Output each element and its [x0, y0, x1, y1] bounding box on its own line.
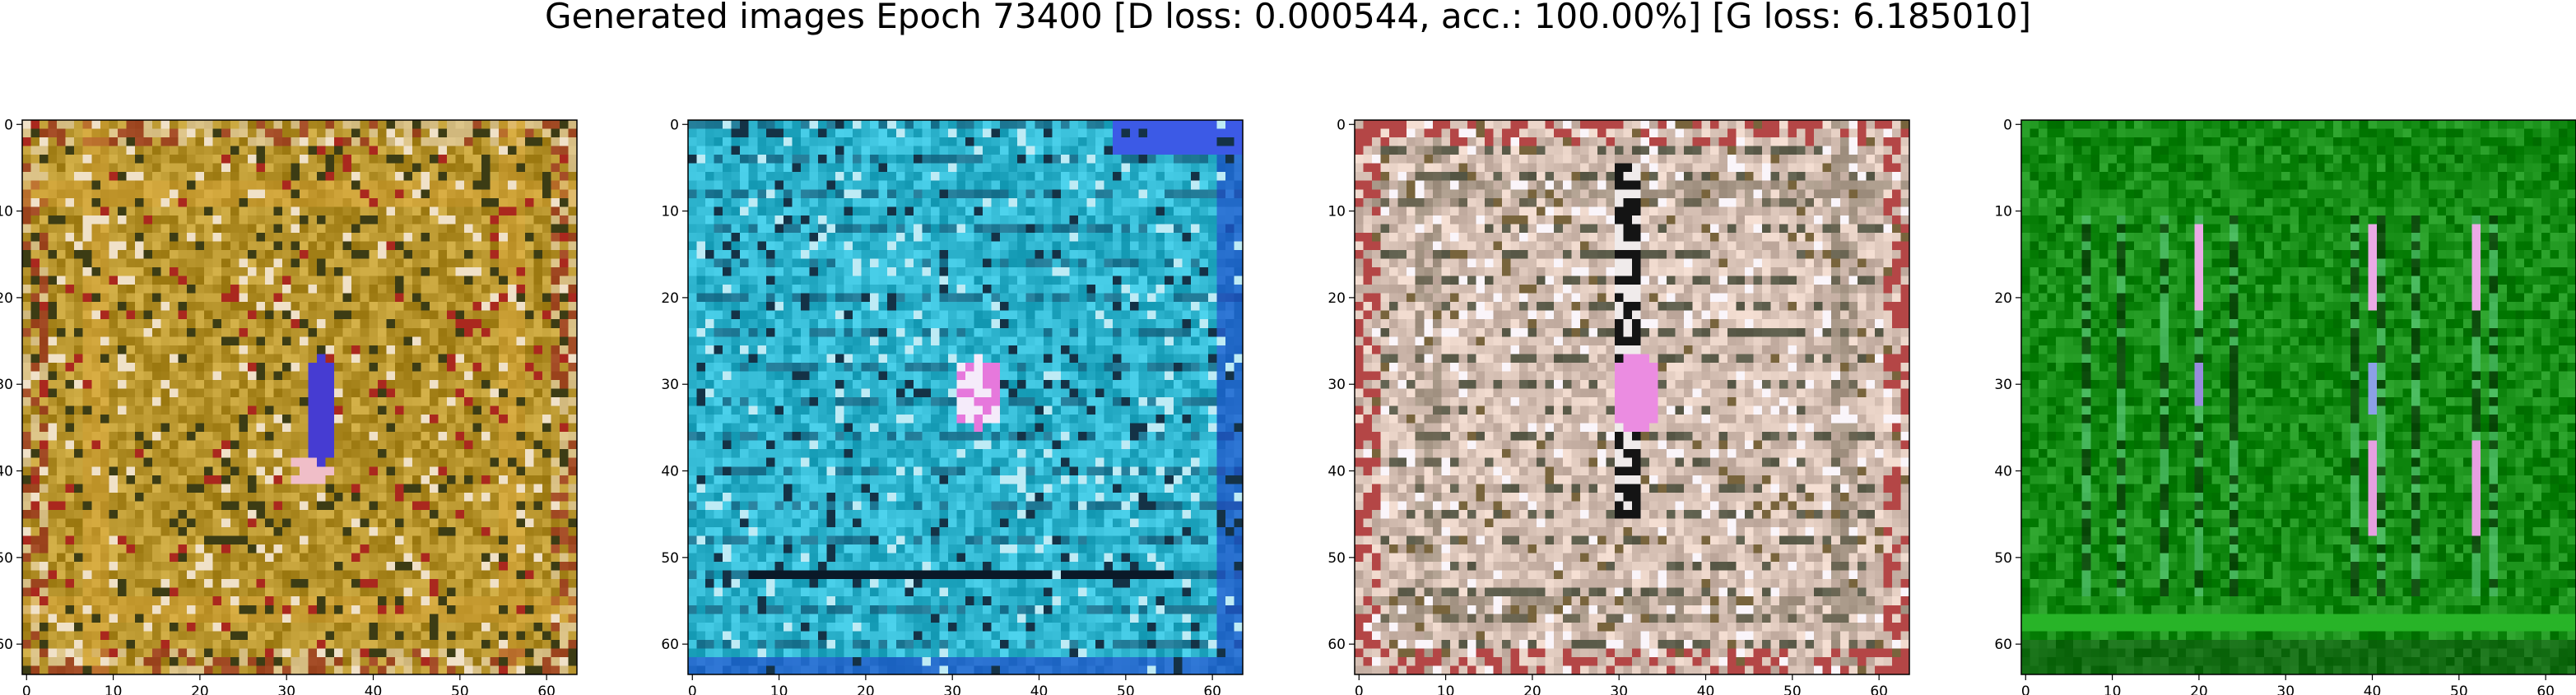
axes-frame — [687, 119, 1244, 675]
x-tick-label: 10 — [1437, 683, 1455, 695]
y-tick-label: 20 — [1994, 290, 2012, 307]
x-tick-label: 20 — [2190, 683, 2208, 695]
axes-frame — [2020, 119, 2576, 675]
x-tick-label: 50 — [1783, 683, 1802, 695]
y-tick-label: 30 — [1328, 377, 1346, 393]
axes-frame — [21, 119, 578, 675]
y-tick-label: 30 — [0, 377, 13, 393]
y-tick-label: 30 — [661, 377, 679, 393]
generated-image-4 — [2021, 120, 2576, 675]
image-panel-4: 0 10 20 30 40 50 60 0 10 20 30 40 50 60 — [1994, 117, 2576, 695]
x-tick-label: 30 — [277, 683, 295, 695]
x-tick-label: 10 — [105, 683, 123, 695]
x-tick-label: 30 — [943, 683, 961, 695]
x-tick-label: 10 — [770, 683, 788, 695]
x-tick-label: 40 — [1697, 683, 1715, 695]
y-tick-label: 20 — [1328, 290, 1346, 307]
y-tick-label: 50 — [1994, 550, 2012, 567]
x-tick-label: 0 — [688, 683, 697, 695]
x-tick-label: 40 — [2364, 683, 2382, 695]
generated-image-2 — [688, 120, 1244, 675]
y-tick-label: 40 — [661, 464, 679, 480]
y-tick-label: 50 — [0, 550, 13, 567]
x-tick-label: 60 — [537, 683, 556, 695]
y-tick-label: 20 — [0, 290, 13, 307]
x-tick-label: 20 — [857, 683, 875, 695]
y-tick-label: 60 — [661, 637, 679, 653]
y-tick-label: 60 — [0, 637, 13, 653]
y-tick-label: 50 — [661, 550, 679, 567]
x-tick-label: 40 — [1030, 683, 1049, 695]
x-tick-label: 20 — [191, 683, 209, 695]
x-tick-label: 60 — [2536, 683, 2555, 695]
x-tick-label: 10 — [2104, 683, 2122, 695]
y-tick-label: 60 — [1994, 637, 2012, 653]
y-tick-label: 30 — [1994, 377, 2012, 393]
generated-image-3 — [1355, 120, 1910, 675]
y-tick-label: 0 — [2003, 117, 2012, 133]
x-tick-label: 0 — [2021, 683, 2030, 695]
axes-frame — [1354, 119, 1910, 675]
x-tick-label: 0 — [1355, 683, 1364, 695]
figure-title: Generated images Epoch 73400 [D loss: 0.… — [544, 0, 2032, 36]
y-tick-label: 0 — [4, 117, 13, 133]
generated-image-1 — [22, 120, 578, 675]
y-tick-label: 0 — [670, 117, 679, 133]
y-tick-label: 20 — [661, 290, 679, 307]
x-tick-label: 50 — [451, 683, 469, 695]
y-tick-label: 40 — [1994, 464, 2012, 480]
y-tick-label: 10 — [1328, 204, 1346, 220]
x-tick-label: 60 — [1203, 683, 1221, 695]
x-tick-label: 40 — [365, 683, 383, 695]
x-tick-label: 30 — [2276, 683, 2295, 695]
x-tick-label: 30 — [1610, 683, 1628, 695]
y-tick-label: 0 — [1337, 117, 1346, 133]
y-tick-label: 40 — [1328, 464, 1346, 480]
x-tick-label: 60 — [1870, 683, 1888, 695]
y-tick-label: 10 — [1994, 204, 2012, 220]
image-panel-3: 0 10 20 30 40 50 60 0 10 20 30 40 50 60 — [1328, 117, 1910, 695]
x-tick-label: 50 — [1117, 683, 1135, 695]
x-tick-label: 0 — [22, 683, 31, 695]
y-tick-label: 10 — [0, 204, 13, 220]
image-panel-1: 0 10 20 30 40 50 60 0 10 20 30 40 50 60 — [0, 117, 578, 695]
y-tick-label: 10 — [661, 204, 679, 220]
x-tick-label: 50 — [2450, 683, 2468, 695]
y-tick-label: 60 — [1328, 637, 1346, 653]
y-tick-label: 50 — [1328, 550, 1346, 567]
y-tick-label: 40 — [0, 464, 13, 480]
image-panel-2: 0 10 20 30 40 50 60 0 10 20 30 40 50 60 — [661, 117, 1244, 695]
x-tick-label: 20 — [1523, 683, 1541, 695]
